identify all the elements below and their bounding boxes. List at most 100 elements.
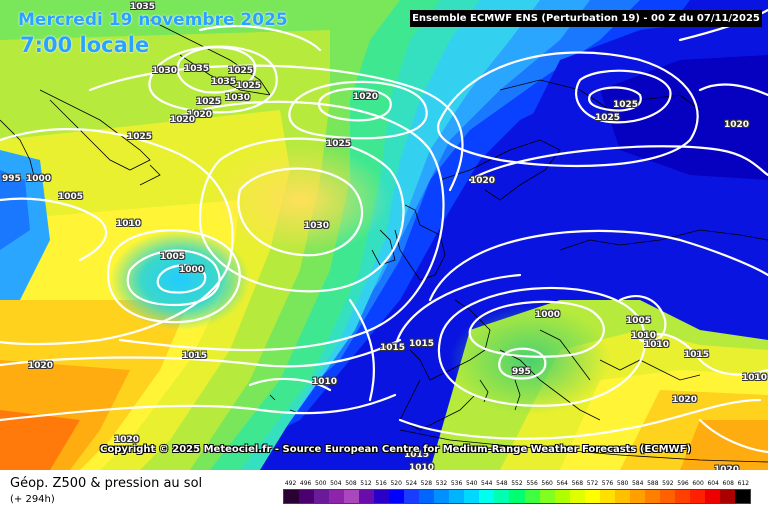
- isobar-label: 1015: [380, 343, 406, 353]
- legend-value: 548: [496, 480, 508, 487]
- legend-value: 492: [284, 480, 297, 487]
- color-scale-legend: 492 496 500 504 508 512 516 520 524 528 532 536 540 5…: [283, 479, 751, 504]
- legend-value: 604: [707, 480, 719, 487]
- legend-swatch: [659, 490, 675, 503]
- isobar-label: 1025: [326, 139, 352, 149]
- legend-value: 552: [511, 480, 523, 487]
- legend-swatch: [434, 490, 450, 503]
- isobar-label: 1010: [409, 463, 435, 470]
- legend-swatch: [644, 490, 660, 503]
- legend-value: 580: [616, 480, 629, 487]
- isobar-label: 1025: [236, 81, 262, 91]
- isobar-label: 1020: [724, 120, 750, 130]
- isobar-label: 1010: [631, 331, 657, 341]
- isobar-label: 1015: [182, 351, 208, 361]
- chart-footer: Géop. Z500 & pression au sol (+ 294h) 49…: [0, 470, 768, 512]
- legend-swatch: [329, 490, 345, 503]
- legend-swatch: [674, 490, 690, 503]
- legend-swatch: [389, 490, 405, 503]
- legend-swatch: [479, 490, 495, 503]
- legend-value: 588: [647, 480, 659, 487]
- legend-value: 600: [692, 480, 704, 487]
- legend-swatch: [614, 490, 630, 503]
- isobar-label: 1035: [184, 64, 210, 74]
- legend-swatch: [419, 490, 435, 503]
- legend-swatch: [464, 490, 480, 503]
- legend-value: 508: [345, 480, 357, 487]
- isobar-label: 1030: [152, 66, 178, 76]
- legend-swatch: [584, 490, 600, 503]
- legend-value: 528: [420, 480, 433, 487]
- legend-value: 496: [299, 480, 312, 487]
- legend-value: 576: [601, 480, 614, 487]
- isobar-label: 1035: [130, 2, 156, 12]
- forecast-local-time: 7:00 locale: [20, 33, 150, 57]
- coastlines: [0, 19, 768, 463]
- legend-value: 584: [631, 480, 644, 487]
- copyright-notice: Copyright © 2025 Meteociel.fr - Source E…: [100, 444, 691, 455]
- isobar-label: 1025: [228, 66, 254, 76]
- legend-value: 540: [465, 480, 478, 487]
- geopotential-field: [0, 0, 768, 470]
- isobar-label: 1025: [613, 100, 639, 110]
- legend-swatch: [719, 490, 735, 503]
- legend-value: 556: [526, 480, 538, 487]
- legend-value: 512: [360, 480, 372, 487]
- legend-value: 596: [677, 480, 689, 487]
- legend-value: 572: [586, 480, 599, 487]
- legend-value: 592: [662, 480, 674, 487]
- legend-value: 568: [571, 480, 584, 487]
- isobar-label: 1020: [470, 176, 496, 186]
- isobar-label: 1020: [672, 395, 698, 405]
- isobar-label: 1020: [714, 465, 740, 470]
- legend-swatch: [524, 490, 540, 503]
- legend-swatch: [314, 490, 330, 503]
- isobar-label: 1010: [644, 340, 670, 350]
- legend-value: 500: [315, 480, 327, 487]
- legend-swatch: [404, 490, 420, 503]
- isobar-label: 1020: [28, 361, 54, 371]
- legend-swatch: [539, 490, 555, 503]
- isobar-label: 1015: [409, 339, 435, 349]
- legend-value: 608: [722, 480, 734, 487]
- legend-swatches: [283, 489, 751, 504]
- legend-swatch: [449, 490, 465, 503]
- legend-value: 536: [450, 480, 463, 487]
- forecast-date: Mercredi 19 novembre 2025: [18, 10, 288, 30]
- isobar-label: 1020: [353, 92, 379, 102]
- legend-value: 520: [390, 480, 402, 487]
- isobar-label: 1030: [304, 221, 330, 231]
- isobar-label: 1000: [179, 265, 205, 275]
- legend-swatch: [299, 490, 315, 503]
- legend-swatch: [569, 490, 585, 503]
- legend-swatch: [374, 490, 390, 503]
- isobar-label: 1020: [114, 435, 140, 445]
- isobar-label: 1000: [535, 310, 561, 320]
- isobar-label: 1005: [160, 252, 186, 262]
- isobars: [0, 8, 768, 454]
- legend-values: 492 496 500 504 508 512 516 520 524 528 532 536 540 5…: [283, 479, 751, 489]
- legend-value: 532: [435, 480, 448, 487]
- legend-value: 544: [481, 480, 493, 487]
- isobar-label: 1010: [312, 377, 338, 387]
- legend-swatch: [554, 490, 570, 503]
- legend-value: 612: [737, 480, 750, 487]
- model-run-banner: Ensemble ECMWF ENS (Perturbation 19) - 0…: [410, 10, 762, 27]
- legend-value: 564: [556, 480, 568, 487]
- isobar-label: 1020: [187, 110, 213, 120]
- legend-swatch: [629, 490, 645, 503]
- legend-swatch: [734, 490, 750, 503]
- isobar-label: 1000: [26, 174, 52, 184]
- chart-title: Géop. Z500 & pression au sol: [10, 476, 203, 491]
- isobar-label: 1010: [742, 373, 768, 383]
- legend-swatch: [494, 490, 510, 503]
- isobar-label: 1015: [404, 450, 430, 460]
- legend-swatch: [344, 490, 360, 503]
- legend-swatch: [359, 490, 375, 503]
- legend-value: 560: [541, 480, 553, 487]
- isobar-label: 1010: [116, 219, 142, 229]
- isobar-label: 1035: [211, 77, 237, 87]
- legend-swatch: [284, 490, 300, 503]
- legend-value: 504: [330, 480, 342, 487]
